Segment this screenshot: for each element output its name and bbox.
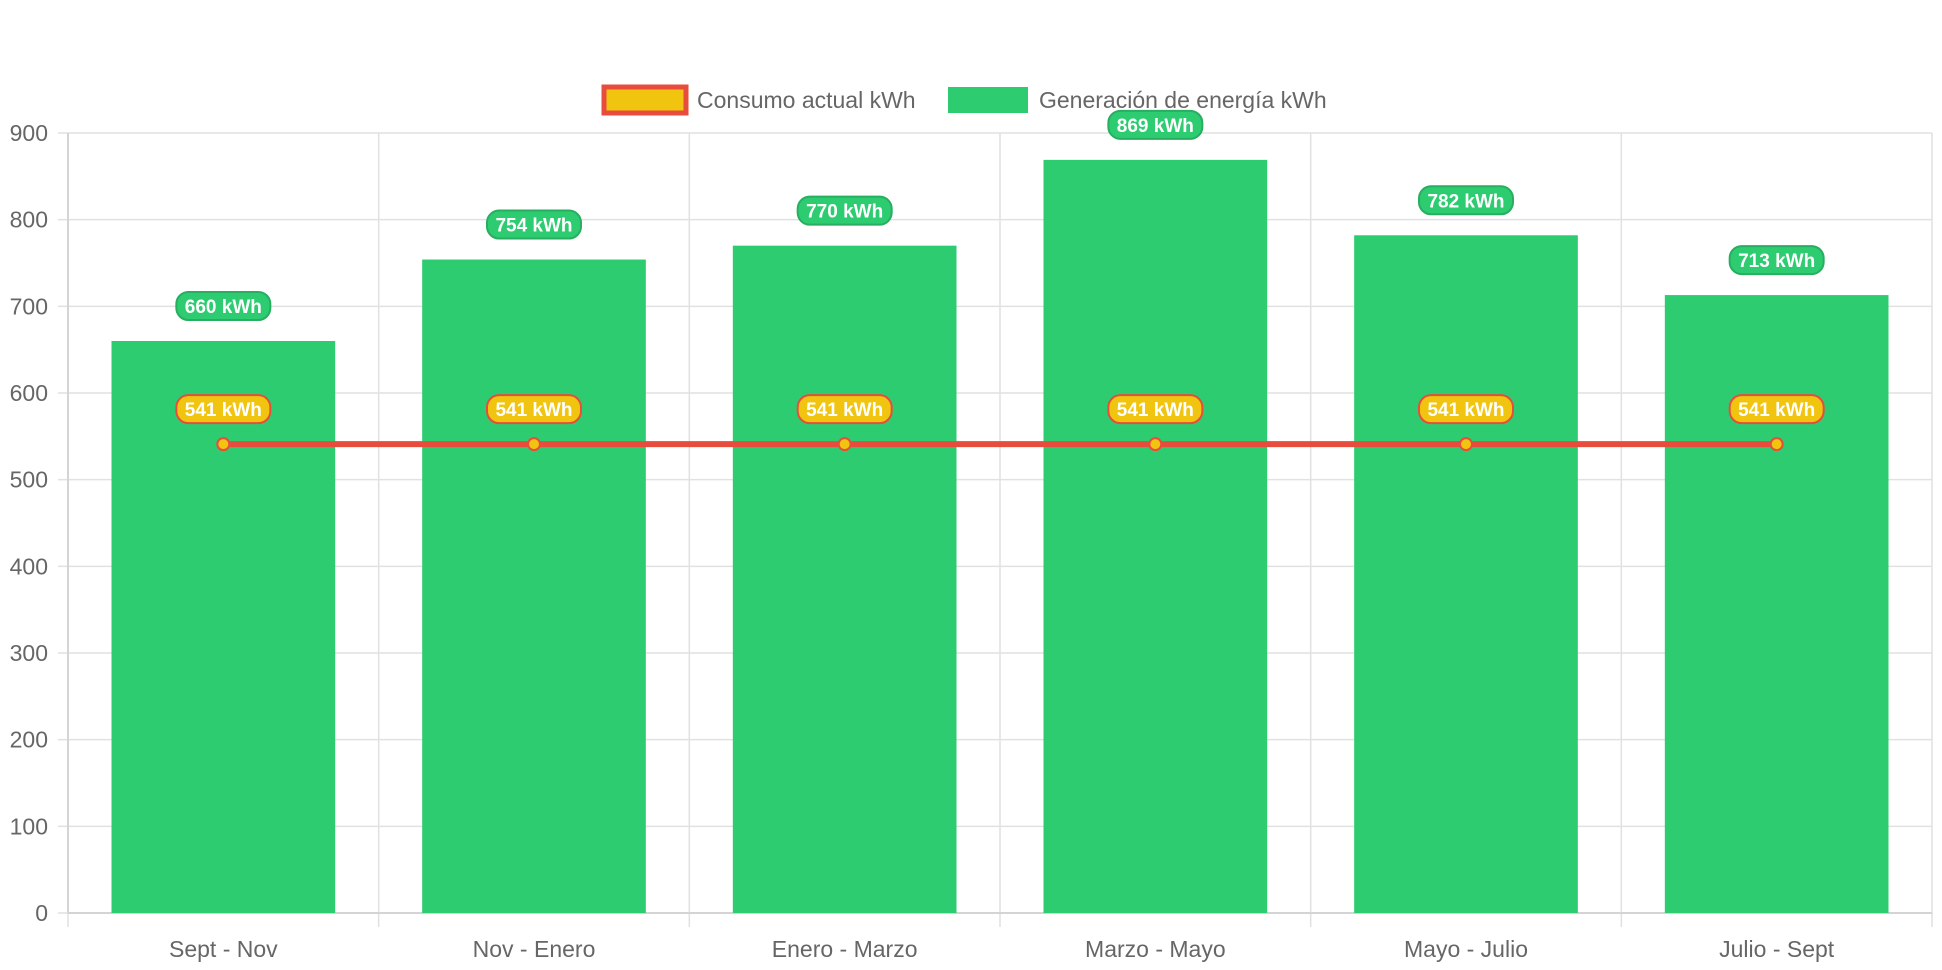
y-tick-label: 300 [10,640,48,666]
line-data-label: 541 kWh [495,400,572,421]
line-data-label: 541 kWh [1427,400,1504,421]
line-series [216,437,1784,452]
line-data-label-bg [1728,394,1825,425]
x-tick-label: Sept - Nov [169,936,278,962]
x-tick-label: Enero - Marzo [772,936,918,962]
legend-item-generacion[interactable]: Generación de energía kWh [948,87,1327,113]
bar-data-label-bg [1728,245,1825,276]
legend[interactable]: Consumo actual kWh Generación de energía… [601,84,1327,116]
line-data-label-bg [486,394,582,425]
line-data-label-bg [175,394,272,425]
line-point [1769,437,1784,452]
legend-item-consumo[interactable]: Consumo actual kWh [601,84,916,116]
data-labels: 660 kWh 754 kWh 770 kWh 869 kWh 782 kWh 713 k… [175,109,1825,425]
bar [732,245,957,913]
bar-data-label-bg [796,195,893,226]
legend-label-generacion: Generación de energía kWh [1039,87,1327,113]
line-point [1459,437,1473,452]
bar-series [111,159,1889,914]
x-tick-label: Mayo - Julio [1404,936,1528,962]
y-tick-label: 600 [10,380,48,406]
y-tick-label: 500 [10,467,48,493]
bar-data-label: 869 kWh [1117,116,1194,137]
bar-data-label-bg [486,209,582,240]
bar [1043,159,1268,913]
legend-swatch-generacion [948,87,1028,113]
line-data-label: 541 kWh [1738,400,1815,421]
y-tick-label: 800 [10,207,48,233]
bar-data-label: 770 kWh [806,202,883,223]
x-tick-label: Marzo - Mayo [1085,936,1226,962]
legend-swatch-consumo [601,84,689,116]
line-point [837,437,852,452]
y-tick-label: 400 [10,553,48,579]
line-point [1148,437,1163,452]
line-point [527,437,541,452]
bar [1664,295,1889,914]
y-tick-label: 900 [10,120,48,146]
bar [111,341,336,913]
x-axis: Sept - Nov Nov - Enero Enero - Marzo Marzo … [68,912,1932,962]
line-data-label: 541 kWh [806,400,883,421]
bar [1354,235,1578,913]
y-tick-label: 100 [10,813,48,839]
bar-data-label: 782 kWh [1427,191,1504,212]
y-tick-label: 200 [10,727,48,753]
x-tick-label: Julio - Sept [1719,936,1835,962]
bar-data-label-bg [1418,185,1514,216]
y-tick-label: 700 [10,293,48,319]
bar-data-label: 713 kWh [1738,251,1815,272]
bar-data-label-bg [175,291,272,321]
bar-data-label-bg [1107,109,1204,140]
bar-data-label: 660 kWh [185,297,262,318]
bar [422,259,646,913]
x-tick-label: Nov - Enero [473,936,596,962]
line-data-label-bg [796,394,893,425]
legend-label-consumo: Consumo actual kWh [697,87,916,113]
line-data-label-bg [1418,394,1514,425]
grid [67,132,1933,927]
line-data-label: 541 kWh [185,400,262,421]
line-data-label-bg [1107,394,1204,425]
y-axis: 0 100 200 300 400 500 600 700 800 900 [10,120,69,926]
bar-data-label: 754 kWh [495,216,572,237]
line-point [216,437,231,452]
line-data-label: 541 kWh [1117,400,1194,421]
y-tick-label: 0 [35,900,48,926]
